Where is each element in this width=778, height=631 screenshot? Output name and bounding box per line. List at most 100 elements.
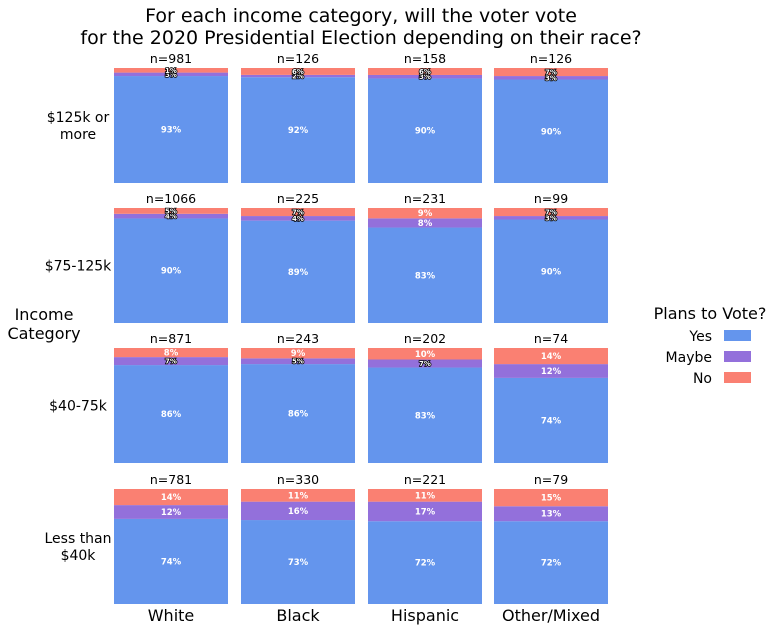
legend-label: No bbox=[693, 371, 712, 387]
data-label-no: 9% bbox=[291, 349, 306, 359]
sample-size-label: n=221 bbox=[404, 472, 446, 487]
data-label-yes: 86% bbox=[288, 410, 309, 420]
bar-segment-no bbox=[368, 208, 482, 219]
column-labels: White Black Hispanic Other/Mixed bbox=[148, 606, 600, 625]
bar-segment-no bbox=[114, 489, 228, 506]
data-label-maybe: 17% bbox=[415, 507, 436, 517]
bar-segment-yes bbox=[241, 77, 355, 183]
bar-segment-maybe bbox=[114, 357, 228, 366]
sample-size-label: n=126 bbox=[277, 51, 319, 66]
row-label: $40-75k bbox=[49, 399, 108, 415]
bar-segment-maybe bbox=[494, 216, 608, 220]
bar-segment-maybe bbox=[494, 76, 608, 80]
column-label: Black bbox=[276, 606, 320, 625]
bar-segment-yes bbox=[368, 227, 482, 323]
panel: n=99 90% 3%7% bbox=[494, 191, 608, 323]
data-label-yes: 83% bbox=[415, 411, 436, 421]
data-label-no: 9% bbox=[418, 209, 433, 219]
bar-segment-maybe bbox=[241, 501, 355, 521]
sample-size-label: n=79 bbox=[534, 472, 568, 487]
sample-size-label: n=243 bbox=[277, 331, 319, 346]
sample-size-label: n=74 bbox=[534, 331, 568, 346]
data-label-maybe: 3% bbox=[545, 214, 557, 222]
panel: n=202 83% 7%10% bbox=[368, 331, 482, 463]
data-label-yes: 90% bbox=[161, 267, 182, 277]
bar-segment-maybe bbox=[114, 213, 228, 219]
bar-segment-yes bbox=[114, 218, 228, 323]
legend-swatch bbox=[724, 351, 751, 362]
data-label-maybe: 4% bbox=[292, 215, 304, 223]
panel: n=243 86% 5%9% bbox=[241, 331, 355, 463]
data-label-no: 7% bbox=[292, 209, 304, 217]
bar-segment-yes bbox=[114, 518, 228, 604]
panel: n=79 72% 13% 15% bbox=[494, 472, 608, 604]
bar-segment-maybe bbox=[241, 74, 355, 78]
data-label-yes: 89% bbox=[288, 268, 309, 278]
bar-segment-no bbox=[241, 208, 355, 217]
panel: n=981 93% 3%1% bbox=[114, 51, 228, 183]
legend-swatch bbox=[724, 372, 751, 383]
data-label-maybe: 12% bbox=[541, 367, 562, 377]
bar-segment-yes bbox=[114, 76, 228, 183]
data-label-no: 5% bbox=[165, 207, 177, 215]
data-label-no: 14% bbox=[161, 493, 182, 503]
panel: n=221 72% 17% 11% bbox=[368, 472, 482, 604]
data-label-no: 8% bbox=[164, 349, 179, 359]
column-label: Other/Mixed bbox=[502, 606, 600, 625]
data-label-yes: 86% bbox=[161, 410, 182, 420]
bar-segment-maybe bbox=[494, 506, 608, 522]
sample-size-label: n=202 bbox=[404, 331, 446, 346]
legend-label: Yes bbox=[688, 329, 712, 345]
sample-size-label: n=225 bbox=[277, 191, 319, 206]
y-axis-label-line-1: Income bbox=[15, 305, 74, 324]
panel: n=126 90% 3%7% bbox=[494, 51, 608, 183]
row-label: Less than bbox=[44, 531, 111, 547]
data-label-maybe: 3% bbox=[419, 73, 431, 81]
bar-segment-no bbox=[494, 348, 608, 365]
bar-segment-yes bbox=[241, 220, 355, 323]
bar-segment-no bbox=[241, 489, 355, 502]
bar-segment-no bbox=[114, 348, 228, 358]
data-label-maybe: 5% bbox=[292, 358, 304, 366]
bar-segment-yes bbox=[494, 377, 608, 463]
bar-segment-yes bbox=[368, 521, 482, 604]
data-label-yes: 74% bbox=[161, 557, 182, 567]
bar-segment-no bbox=[114, 68, 228, 73]
sample-size-label: n=99 bbox=[534, 191, 568, 206]
row-label: $75-125k bbox=[45, 259, 112, 275]
bar-segment-yes bbox=[368, 78, 482, 183]
legend-item-yes: Yes bbox=[688, 329, 751, 345]
panel: n=231 83% 8%9% bbox=[368, 191, 482, 323]
data-label-yes: 92% bbox=[288, 126, 309, 136]
data-label-no: 6% bbox=[419, 68, 431, 76]
panel: n=158 90% 3%6% bbox=[368, 51, 482, 183]
data-label-yes: 90% bbox=[415, 127, 436, 137]
bar-segment-yes bbox=[368, 367, 482, 463]
data-label-no: 10% bbox=[415, 350, 436, 360]
bar-segment-maybe bbox=[368, 218, 482, 228]
sample-size-label: n=1066 bbox=[146, 191, 196, 206]
data-label-yes: 90% bbox=[541, 267, 562, 277]
data-label-yes: 72% bbox=[415, 559, 436, 569]
data-label-yes: 72% bbox=[541, 559, 562, 569]
data-label-no: 15% bbox=[541, 494, 562, 504]
data-label-maybe: 12% bbox=[161, 508, 182, 518]
sample-size-label: n=781 bbox=[150, 472, 192, 487]
legend-item-maybe: Maybe bbox=[666, 350, 751, 366]
bar-segment-no bbox=[494, 68, 608, 77]
bar-segment-yes bbox=[494, 79, 608, 183]
bar-segment-yes bbox=[494, 219, 608, 323]
panel: n=330 73% 16% 11% bbox=[241, 472, 355, 604]
data-label-no: 7% bbox=[545, 209, 557, 217]
panel: n=1066 90% 4%5% bbox=[114, 191, 228, 323]
bar-segment-maybe bbox=[368, 501, 482, 522]
bar-segment-yes bbox=[241, 520, 355, 604]
data-label-no: 14% bbox=[541, 352, 562, 362]
sample-size-label: n=981 bbox=[150, 51, 192, 66]
data-label-yes: 83% bbox=[415, 271, 436, 281]
row-label: $125k or bbox=[47, 110, 110, 126]
panel: n=781 74% 12% 14% bbox=[114, 472, 228, 604]
data-label-no: 6% bbox=[292, 68, 304, 76]
bar-segment-maybe bbox=[241, 358, 355, 365]
